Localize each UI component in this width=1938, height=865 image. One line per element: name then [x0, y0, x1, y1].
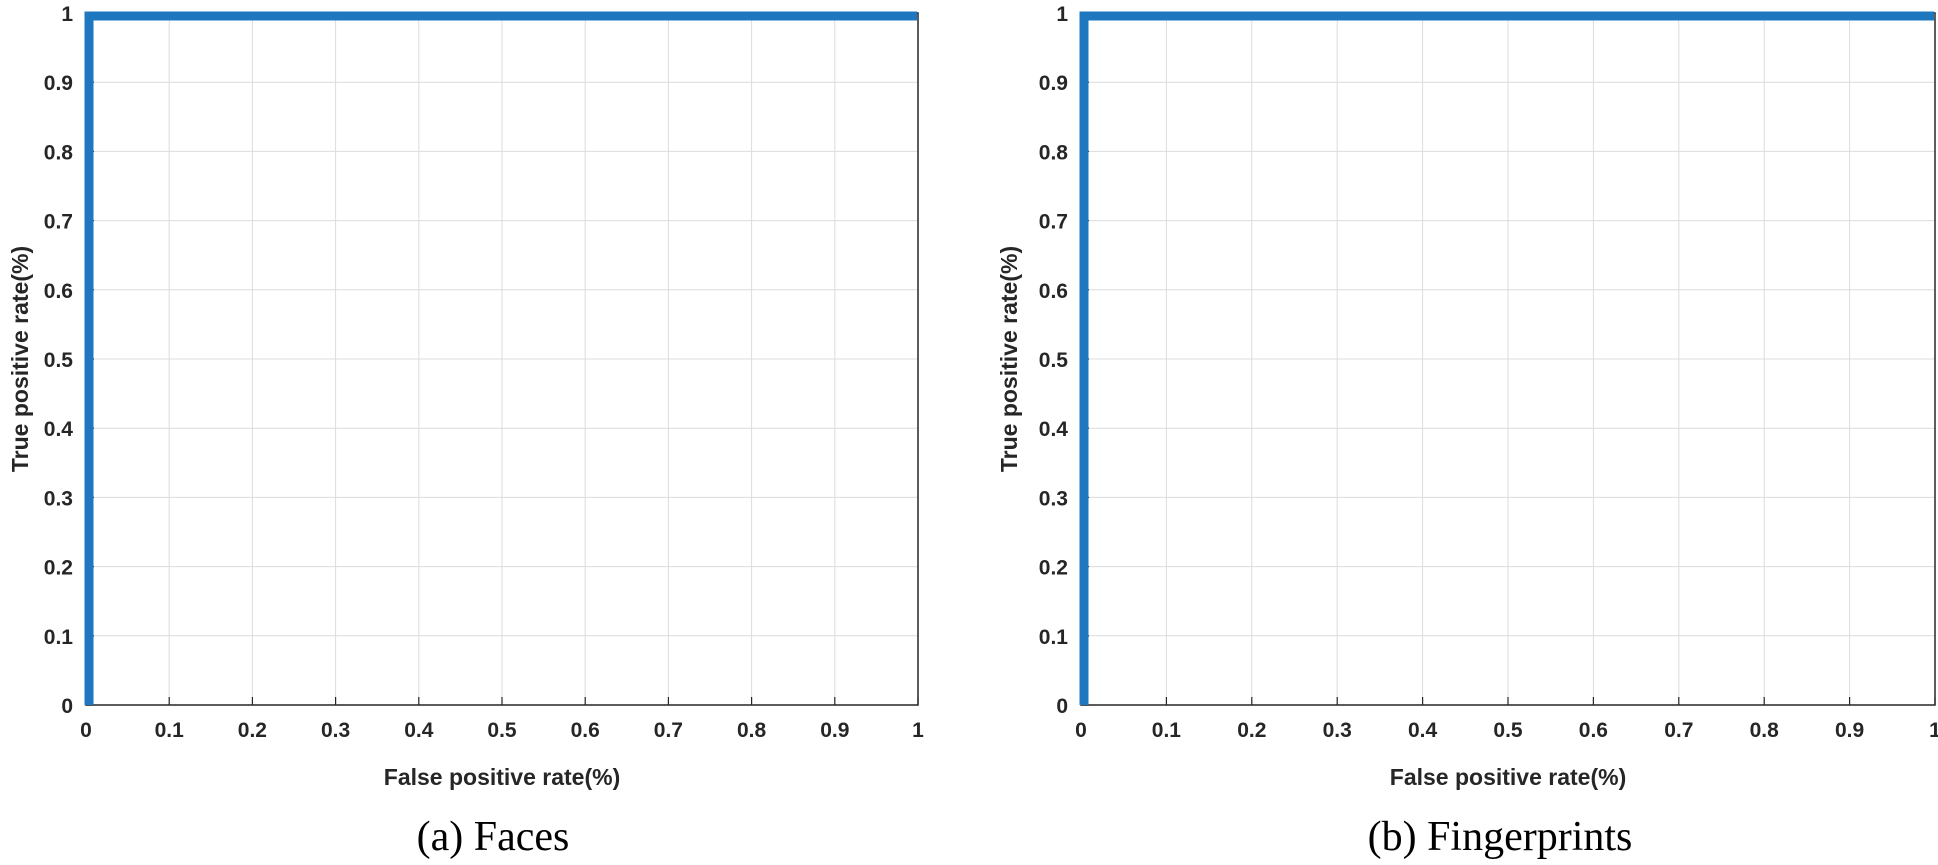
x-tick-label: 0.2	[1237, 719, 1266, 742]
x-axis-label: False positive rate(%)	[1390, 764, 1626, 790]
y-tick-label: 0.8	[1039, 141, 1069, 164]
x-tick-label: 0.5	[487, 719, 517, 742]
x-tick-label: 0.7	[1664, 719, 1693, 742]
y-tick-label: 0.6	[1039, 280, 1068, 303]
y-axis-label: True positive rate(%)	[7, 246, 33, 472]
y-tick-label: 0.3	[1039, 487, 1068, 510]
x-tick-label: 0.9	[1835, 719, 1864, 742]
x-tick-label: 0.4	[404, 719, 434, 742]
x-tick-label: 0	[1075, 719, 1087, 742]
y-tick-label: 0.6	[44, 280, 73, 303]
y-tick-label: 0.1	[44, 626, 74, 649]
x-tick-label: 0.5	[1493, 719, 1523, 742]
x-tick-label: 0.3	[1323, 719, 1352, 742]
x-tick-label: 0.2	[238, 719, 267, 742]
y-tick-label: 0.4	[1039, 418, 1069, 441]
x-tick-label: 0.4	[1408, 719, 1438, 742]
x-tick-label: 0.8	[737, 719, 767, 742]
x-axis-label: False positive rate(%)	[384, 764, 620, 790]
x-tick-label: 0.3	[321, 719, 350, 742]
x-tick-label: 1	[912, 719, 924, 742]
x-tick-label: 0.7	[654, 719, 683, 742]
y-tick-label: 0	[1056, 695, 1068, 718]
y-tick-labels: 0 0.1 0.2 0.3 0.4 0.5 0.6 0.7 0.8 0.9 1	[44, 3, 94, 718]
x-tick-label: 0.6	[1579, 719, 1608, 742]
x-tick-labels: 0 0.1 0.2 0.3 0.4 0.5 0.6 0.7 0.8 0.9 1	[80, 697, 924, 742]
y-tick-label: 0.1	[1039, 626, 1069, 649]
x-tick-label: 0	[80, 719, 92, 742]
panel-fingerprints: 0 0.1 0.2 0.3 0.4 0.5 0.6 0.7 0.8 0.9 1 0 0.1 0.2 0.3…	[996, 3, 1938, 860]
x-tick-label: 0.6	[571, 719, 600, 742]
y-tick-label: 0.7	[44, 211, 73, 234]
series	[84, 11, 917, 705]
y-tick-label: 0.8	[44, 141, 74, 164]
grid	[85, 12, 919, 706]
y-tick-label: 1	[1056, 3, 1068, 26]
series	[1079, 11, 1934, 705]
y-tick-label: 0.2	[44, 557, 73, 580]
panel-caption: (b) Fingerprints	[1368, 814, 1633, 860]
y-tick-label: 0.2	[1039, 557, 1068, 580]
x-tick-label: 0.8	[1750, 719, 1780, 742]
roc-curve	[84, 11, 917, 705]
roc-curve	[1079, 11, 1934, 705]
y-tick-label: 0.7	[1039, 211, 1068, 234]
x-tick-labels: 0 0.1 0.2 0.3 0.4 0.5 0.6 0.7 0.8 0.9 1	[1075, 697, 1938, 742]
y-tick-label: 0.9	[44, 72, 73, 95]
panel-faces: 0 0.1 0.2 0.3 0.4 0.5 0.6 0.7 0.8 0.9 1 0 0.1 0.2 0.3…	[7, 3, 924, 860]
grid	[1080, 12, 1936, 706]
y-tick-label: 0	[61, 695, 73, 718]
y-tick-label: 0.4	[44, 418, 74, 441]
y-tick-labels: 0 0.1 0.2 0.3 0.4 0.5 0.6 0.7 0.8 0.9 1	[1039, 3, 1089, 718]
y-axis-label: True positive rate(%)	[996, 246, 1022, 472]
y-tick-label: 0.9	[1039, 72, 1068, 95]
y-tick-label: 0.5	[1039, 349, 1069, 372]
y-tick-label: 0.5	[44, 349, 74, 372]
x-tick-label: 0.9	[820, 719, 849, 742]
x-tick-label: 0.1	[155, 719, 185, 742]
y-tick-label: 1	[61, 3, 73, 26]
x-tick-label: 0.1	[1152, 719, 1182, 742]
y-tick-label: 0.3	[44, 487, 73, 510]
x-tick-label: 1	[1929, 719, 1938, 742]
panel-caption: (a) Faces	[417, 814, 570, 860]
